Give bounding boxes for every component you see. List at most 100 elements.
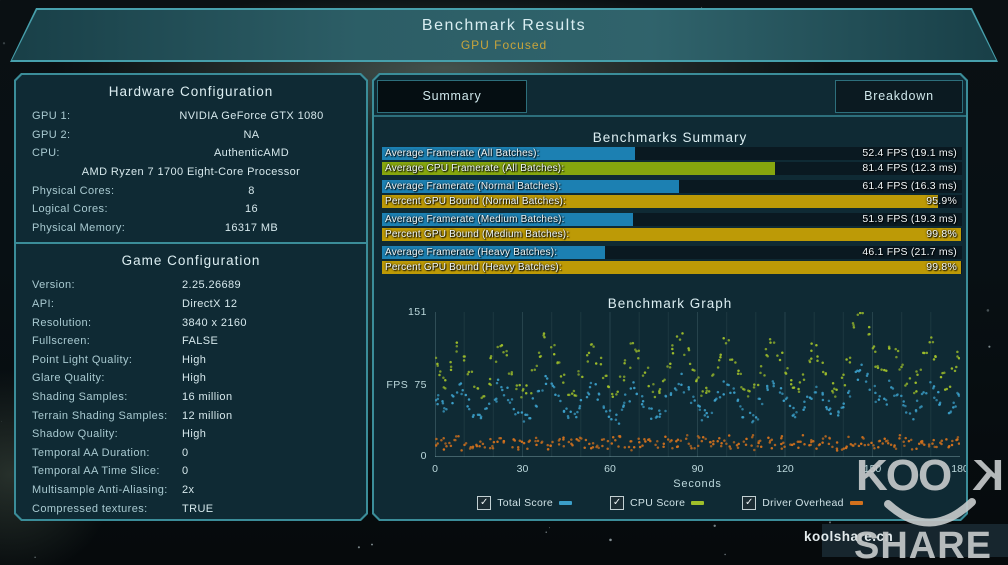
config-row: AMD Ryzen 7 1700 Eight-Core Processor: [16, 163, 366, 182]
config-label: Resolution:: [32, 316, 92, 329]
watermark-bar: [822, 524, 1008, 557]
config-row: Shadow Quality: High: [16, 425, 366, 444]
config-value: AuthenticAMD: [213, 147, 290, 160]
graph-legend: ✓ Total Score ✓ CPU Score ✓ Driver Overhead: [374, 496, 966, 510]
y-axis-tick-151: 151: [407, 306, 427, 318]
legend-checkbox-total-score[interactable]: ✓: [477, 496, 491, 510]
x-axis-tick: 0: [432, 463, 438, 475]
config-row: Point Light Quality: High: [16, 351, 366, 370]
benchmark-label: Average Framerate (All Batches):: [385, 148, 540, 159]
config-value: NVIDIA GeForce GTX 1080: [179, 110, 324, 123]
config-label: Logical Cores:: [32, 203, 108, 216]
tab-summary[interactable]: Summary: [377, 80, 527, 113]
config-value: 16317 MB: [224, 221, 279, 234]
config-row: GPU 1: NVIDIA GeForce GTX 1080: [16, 107, 366, 126]
benchmark-bar: [382, 213, 633, 226]
benchmark-bar: [382, 261, 961, 274]
legend-checkbox-driver-overhead[interactable]: ✓: [742, 496, 756, 510]
config-row: Fullscreen: FALSE: [16, 332, 366, 351]
benchmark-row: Percent GPU Bound (Medium Batches): 99.8%: [382, 228, 962, 241]
x-axis-tick: 180: [951, 463, 969, 475]
game-configuration-section: Game Configuration Version: 2.25.26689 API…: [16, 242, 366, 518]
benchmark-value: 46.1 FPS (21.7 ms): [862, 246, 957, 258]
config-row: Physical Cores: 8: [16, 181, 366, 200]
config-value: 0: [182, 446, 189, 459]
config-label: Temporal AA Duration:: [32, 446, 150, 459]
benchmark-value: 51.9 FPS (19.3 ms): [862, 213, 957, 225]
page-title: Benchmark Results: [421, 17, 587, 34]
benchmark-label: Average Framerate (Heavy Batches):: [385, 247, 558, 258]
benchmarks-summary-rows: Average Framerate (All Batches): 52.4 FPS…: [382, 147, 962, 276]
config-label: Compressed textures:: [32, 502, 148, 515]
benchmark-label: Average Framerate (Normal Batches):: [385, 181, 562, 192]
legend-item: ✓ Total Score: [477, 496, 572, 510]
config-value: 12 million: [182, 409, 233, 422]
legend-swatch-icon: [691, 501, 704, 505]
config-row: Glare Quality: High: [16, 369, 366, 388]
benchmarks-summary-header: Benchmarks Summary: [592, 130, 748, 145]
config-value: DirectX 12: [182, 298, 238, 311]
config-label: Point Light Quality:: [32, 353, 133, 366]
y-axis-tick-0: 0: [420, 450, 427, 462]
benchmark-label: Average Framerate (Medium Batches):: [385, 214, 565, 225]
benchmark-label: Percent GPU Bound (Heavy Batches):: [385, 262, 562, 273]
legend-label: CPU Score: [630, 497, 686, 509]
svg-text:K: K: [972, 452, 1004, 500]
config-label: Glare Quality:: [32, 372, 105, 385]
config-value: NA: [243, 128, 260, 141]
config-value: 0: [182, 465, 189, 478]
configuration-panel: Hardware Configuration GPU 1: NVIDIA GeFo…: [14, 73, 368, 521]
x-axis-tick: 30: [516, 463, 529, 475]
x-axis-tick: 60: [604, 463, 616, 475]
config-value: AMD Ryzen 7 1700 Eight-Core Processor: [81, 166, 301, 179]
x-axis-label: Seconds: [673, 478, 722, 490]
config-label: Physical Memory:: [32, 221, 126, 234]
benchmark-row: Average Framerate (Normal Batches): 61.4 …: [382, 180, 962, 193]
hardware-configuration-section: Hardware Configuration GPU 1: NVIDIA GeFo…: [16, 75, 366, 237]
results-tabstrip: Summary Breakdown: [374, 75, 966, 117]
benchmark-value: 99.8%: [926, 228, 957, 240]
x-axis-tick: 120: [776, 463, 794, 475]
config-value: 16 million: [182, 391, 233, 404]
config-label: Terrain Shading Samples:: [32, 409, 168, 422]
legend-item: ✓ Driver Overhead: [742, 496, 863, 510]
legend-checkbox-cpu-score[interactable]: ✓: [610, 496, 624, 510]
tab-breakdown[interactable]: Breakdown: [835, 80, 963, 113]
config-value: High: [182, 353, 207, 366]
benchmark-row: Average Framerate (Medium Batches): 51.9 …: [382, 213, 962, 226]
y-axis-label: FPS: [386, 378, 409, 391]
benchmark-row: Average CPU Framerate (All Batches): 81.4…: [382, 162, 962, 175]
legend-swatch-icon: [850, 501, 863, 505]
config-label: CPU:: [32, 147, 60, 160]
config-value: 2x: [182, 483, 195, 496]
page-subtitle: GPU Focused: [460, 38, 548, 52]
config-row: Resolution: 3840 x 2160: [16, 313, 366, 332]
config-label: API:: [32, 298, 55, 311]
benchmark-label: Average CPU Framerate (All Batches):: [385, 163, 565, 174]
config-row: API: DirectX 12: [16, 295, 366, 314]
benchmark-row: Percent GPU Bound (Heavy Batches): 99.8%: [382, 261, 962, 274]
x-axis-tick: 90: [691, 463, 704, 475]
x-axis-tick: 150: [863, 463, 882, 475]
hardware-configuration-header: Hardware Configuration: [108, 84, 274, 99]
config-row: Temporal AA Duration: 0: [16, 444, 366, 463]
config-label: Physical Cores:: [32, 184, 115, 197]
hardware-configuration-rows: GPU 1: NVIDIA GeForce GTX 1080 GPU 2: NA CPU…: [16, 99, 366, 237]
config-row: Version: 2.25.26689: [16, 276, 366, 295]
config-value: 8: [248, 184, 255, 197]
config-row: Compressed textures: TRUE: [16, 499, 366, 518]
benchmark-scatter-plot: [435, 312, 960, 457]
benchmark-value: 95.9%: [926, 195, 957, 207]
game-configuration-header: Game Configuration: [121, 253, 261, 269]
benchmark-bar: [382, 162, 775, 175]
config-value: FALSE: [182, 335, 219, 348]
benchmark-row: Average Framerate (Heavy Batches): 46.1 F…: [382, 246, 962, 259]
config-label: GPU 2:: [32, 128, 71, 141]
config-row: Multisample Anti-Aliasing: 2x: [16, 481, 366, 500]
config-label: Fullscreen:: [32, 335, 91, 348]
benchmark-bar: [382, 180, 679, 193]
config-value: TRUE: [182, 502, 214, 515]
config-row: Logical Cores: 16: [16, 200, 366, 219]
y-axis-tick-75: FPS 75: [386, 378, 427, 391]
